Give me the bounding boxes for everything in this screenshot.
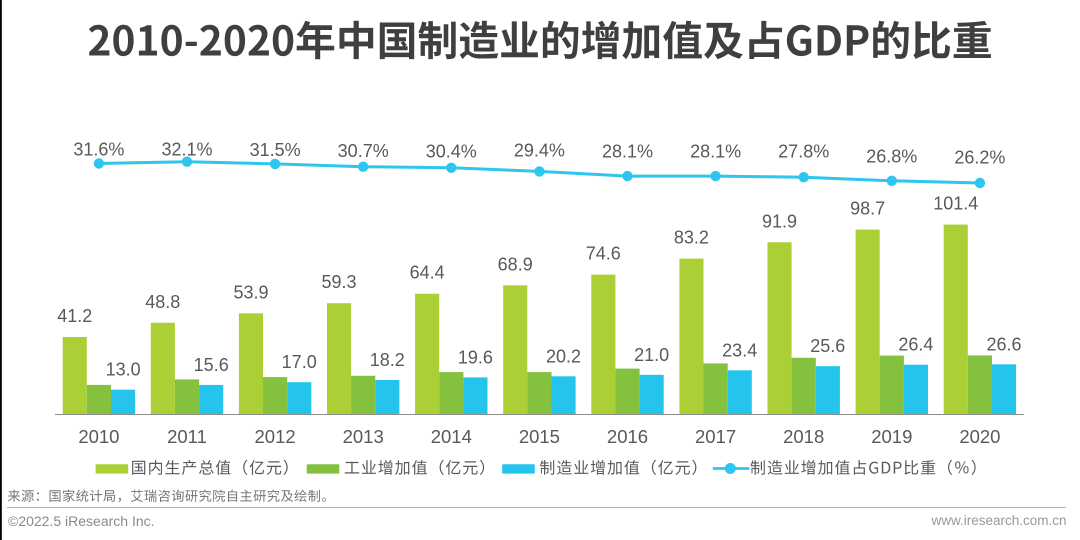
svg-text:23.4: 23.4 — [722, 340, 757, 360]
svg-text:53.9: 53.9 — [233, 282, 268, 302]
svg-text:68.9: 68.9 — [498, 254, 533, 274]
svg-text:2011: 2011 — [167, 426, 207, 447]
svg-text:15.6: 15.6 — [194, 355, 229, 375]
svg-text:26.2%: 26.2% — [954, 148, 1005, 168]
svg-text:2015: 2015 — [519, 426, 560, 447]
svg-text:17.0: 17.0 — [282, 352, 317, 372]
svg-text:30.4%: 30.4% — [426, 141, 477, 161]
svg-text:101.4: 101.4 — [933, 194, 978, 214]
svg-text:21.0: 21.0 — [634, 345, 669, 365]
svg-text:91.9: 91.9 — [762, 211, 797, 231]
svg-text:2013: 2013 — [343, 426, 384, 447]
svg-text:26.8%: 26.8% — [866, 146, 917, 166]
svg-text:2014: 2014 — [431, 426, 472, 447]
svg-text:83.2: 83.2 — [674, 228, 709, 248]
svg-text:31.6%: 31.6% — [73, 140, 124, 160]
svg-text:74.6: 74.6 — [586, 244, 621, 264]
svg-text:2017: 2017 — [695, 426, 736, 447]
svg-text:28.1%: 28.1% — [690, 141, 741, 161]
svg-text:26.4: 26.4 — [898, 335, 933, 355]
svg-text:©2022.5 iResearch Inc.: ©2022.5 iResearch Inc. — [8, 513, 155, 529]
svg-text:64.4: 64.4 — [410, 263, 445, 283]
svg-text:28.1%: 28.1% — [602, 141, 653, 161]
svg-text:2016: 2016 — [607, 426, 648, 447]
svg-text:59.3: 59.3 — [321, 272, 356, 292]
svg-text:18.2: 18.2 — [370, 350, 405, 370]
svg-text:48.8: 48.8 — [145, 292, 180, 312]
svg-text:98.7: 98.7 — [850, 199, 885, 219]
svg-text:31.5%: 31.5% — [250, 140, 301, 160]
svg-text:32.1%: 32.1% — [161, 140, 212, 160]
svg-text:41.2: 41.2 — [57, 306, 92, 326]
svg-text:13.0: 13.0 — [106, 360, 141, 380]
svg-text:20.2: 20.2 — [546, 346, 581, 366]
svg-text:29.4%: 29.4% — [514, 140, 565, 160]
svg-text:26.6: 26.6 — [986, 334, 1021, 354]
svg-text:25.6: 25.6 — [810, 336, 845, 356]
svg-text:19.6: 19.6 — [458, 347, 493, 367]
svg-text:www.iresearch.com.cn: www.iresearch.com.cn — [930, 513, 1066, 528]
svg-text:2020: 2020 — [959, 426, 1000, 447]
svg-text:2019: 2019 — [871, 426, 912, 447]
svg-text:2010: 2010 — [78, 426, 119, 447]
svg-text:2012: 2012 — [255, 426, 296, 447]
svg-text:2018: 2018 — [783, 426, 824, 447]
svg-text:27.8%: 27.8% — [778, 141, 829, 161]
svg-text:30.7%: 30.7% — [338, 141, 389, 161]
